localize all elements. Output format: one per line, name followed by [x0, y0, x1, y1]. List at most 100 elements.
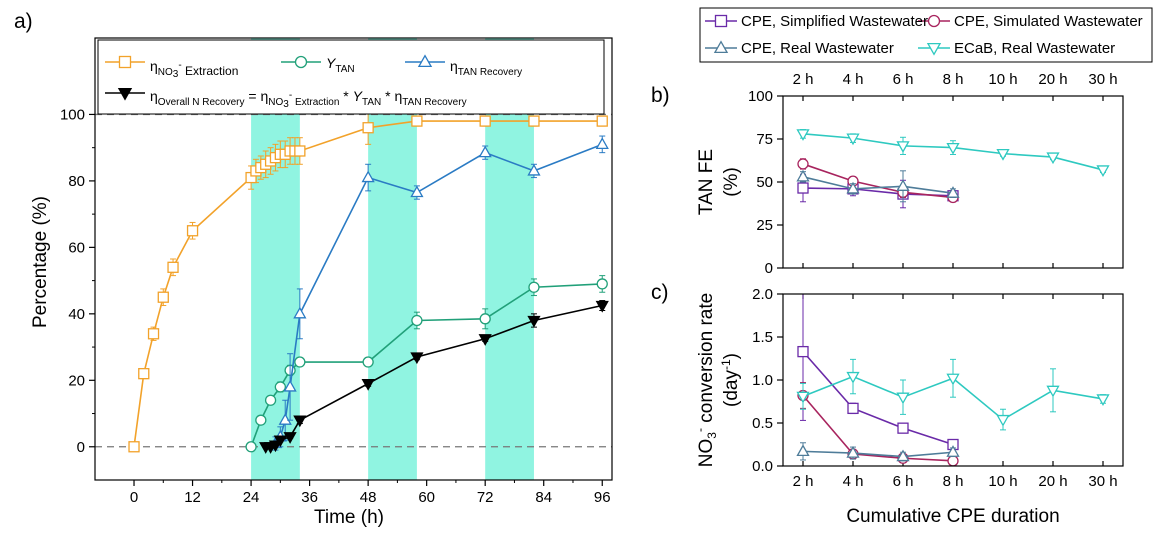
data-point — [363, 357, 373, 367]
y-tick-label: 0.5 — [752, 415, 773, 432]
data-point — [998, 416, 1009, 426]
y-axis-label: Percentage (%) — [30, 196, 51, 328]
x-tick-label: 36 — [301, 489, 318, 506]
series-0 — [798, 294, 958, 450]
series-line — [275, 144, 602, 443]
x-tick-label: 10 h — [988, 473, 1017, 490]
data-point — [597, 279, 607, 289]
y-axis-label-unit: (day-1) — [719, 353, 742, 407]
legend: ηNO3- Extraction YTAN ηTAN Recovery ηOve… — [98, 40, 604, 114]
y-tick-label: 25 — [756, 217, 773, 234]
data-point — [129, 442, 139, 452]
x-tick-label: 24 — [243, 489, 260, 506]
series-3 — [798, 359, 1109, 430]
data-point — [1098, 166, 1109, 176]
panel-b: 2 h4 h6 h8 h 10 h 20 h 30 h0255075100 b) TA… — [651, 71, 1123, 277]
y-tick-label: 100 — [60, 106, 85, 123]
x-tick-label: 48 — [360, 489, 377, 506]
x-tick-label-top: 8 h — [943, 71, 964, 88]
x-tick-label: 2 h — [793, 473, 814, 490]
y-tick-label: 1.0 — [752, 372, 773, 389]
data-point — [412, 116, 422, 126]
data-point — [266, 395, 276, 405]
y-tick-label: 0.0 — [752, 458, 773, 475]
data-point — [168, 262, 178, 272]
data-point — [798, 347, 808, 357]
y-tick-label: 2.0 — [752, 286, 773, 303]
series-2 — [798, 443, 959, 461]
data-point — [898, 181, 909, 191]
y-tick-label: 100 — [748, 88, 773, 105]
y-tick-label: 80 — [68, 173, 85, 190]
panel-label: b) — [651, 84, 670, 107]
legend-right: CPE, Simplified Wastewater CPE, Simulate… — [700, 8, 1152, 62]
y-axis-label: TAN FE — [696, 149, 717, 215]
data-point — [798, 446, 809, 456]
data-point — [529, 282, 539, 292]
data-point — [848, 403, 858, 413]
data-point — [256, 415, 266, 425]
data-point — [275, 382, 285, 392]
x-tick-label: 0 — [130, 489, 138, 506]
data-point — [295, 357, 305, 367]
data-point — [898, 393, 909, 403]
x-tick-label-top: 2 h — [793, 71, 814, 88]
legend-entry-simulated: CPE, Simulated Wastewater — [954, 13, 1143, 30]
y-tick-label: 0 — [77, 439, 85, 456]
legend-marker — [120, 57, 131, 68]
x-tick-label: 60 — [418, 489, 435, 506]
series-line — [266, 306, 603, 447]
x-tick-label-top: 30 h — [1088, 71, 1117, 88]
x-tick-label-top: 4 h — [843, 71, 864, 88]
data-point — [597, 116, 607, 126]
y-tick-label: 75 — [756, 131, 773, 148]
y-tick-label: 0 — [765, 260, 773, 277]
legend-entry-real: CPE, Real Wastewater — [741, 40, 894, 57]
data-point — [480, 314, 490, 324]
y-tick-label: 60 — [68, 239, 85, 256]
x-tick-label: 6 h — [893, 473, 914, 490]
legend-marker — [296, 57, 307, 68]
x-axis-label: Cumulative CPE duration — [846, 506, 1059, 527]
legend-marker — [716, 16, 727, 27]
data-point — [149, 329, 159, 339]
panel-label: a) — [14, 10, 33, 33]
data-point — [898, 423, 908, 433]
plot-series — [798, 130, 1109, 208]
plot-frame — [783, 96, 1123, 268]
plot-series — [798, 294, 1109, 466]
panel-label: c) — [651, 281, 669, 304]
series-3 — [798, 130, 1109, 176]
legend-entry-simplified: CPE, Simplified Wastewater — [741, 13, 928, 30]
data-point — [798, 183, 808, 193]
data-point — [246, 442, 256, 452]
data-point — [798, 171, 809, 181]
y-axis-label-unit: (%) — [721, 167, 742, 197]
y-tick-label: 40 — [68, 306, 85, 323]
y-tick-label: 50 — [756, 174, 773, 191]
data-point — [158, 292, 168, 302]
data-point — [188, 226, 198, 236]
data-point — [798, 159, 808, 169]
x-tick-label: 12 — [184, 489, 201, 506]
x-tick-label: 4 h — [843, 473, 864, 490]
y-axis-label: NO3- conversion rate — [693, 293, 719, 467]
x-tick-label: 72 — [477, 489, 494, 506]
x-tick-label: 30 h — [1088, 473, 1117, 490]
series-line — [803, 164, 953, 198]
x-tick-label: 8 h — [943, 473, 964, 490]
data-point — [139, 369, 149, 379]
data-point — [363, 123, 373, 133]
data-point — [1098, 395, 1109, 405]
x-tick-label: 96 — [594, 489, 611, 506]
data-point — [597, 139, 608, 149]
legend-entry-ecab: ECaB, Real Wastewater — [954, 40, 1115, 57]
data-point — [295, 146, 305, 156]
data-point — [480, 116, 490, 126]
data-point — [412, 315, 422, 325]
series-line — [803, 352, 953, 445]
series-3 — [260, 301, 608, 453]
panel-a: 0 12 24 36 48 60 72 84 96020406080100 a) Time (h… — [14, 10, 612, 528]
data-point — [529, 116, 539, 126]
